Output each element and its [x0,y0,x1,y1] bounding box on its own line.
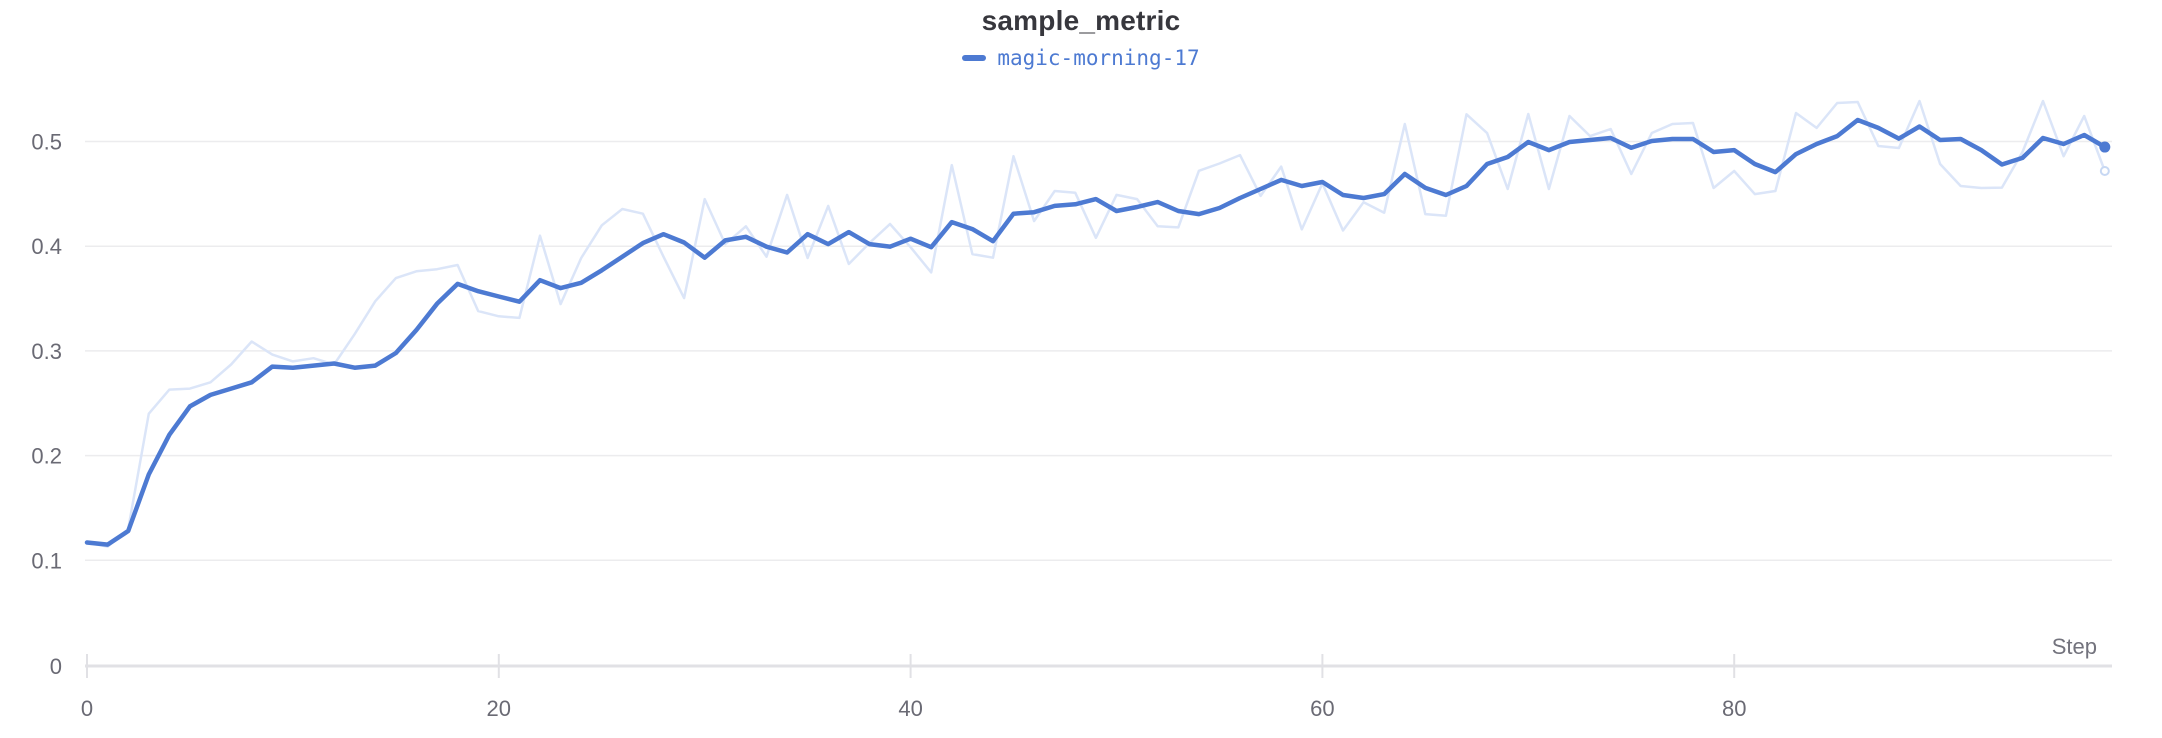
x-tick-label: 0 [81,696,93,721]
x-axis-title: Step [2052,634,2097,659]
y-tick-label: 0 [50,654,62,679]
series-end-dot [2099,141,2111,153]
x-tick-label: 60 [1310,696,1334,721]
x-tick-label: 40 [898,696,922,721]
legend-item-magic-morning-17[interactable]: magic-morning-17 [962,46,1200,70]
series-line-raw [85,99,2107,548]
series-end-ring [2099,166,2110,177]
legend-label: magic-morning-17 [997,46,1200,70]
x-tick-label: 80 [1722,696,1746,721]
x-tick-label: 20 [487,696,511,721]
series-line-smoothed [84,117,2108,547]
y-tick-label: 0.1 [31,548,62,573]
y-tick-label: 0.3 [31,339,62,364]
y-tick-label: 0.5 [31,130,62,155]
y-tick-label: 0.2 [31,444,62,469]
legend-swatch-icon [962,55,987,61]
y-tick-label: 0.4 [31,234,62,259]
